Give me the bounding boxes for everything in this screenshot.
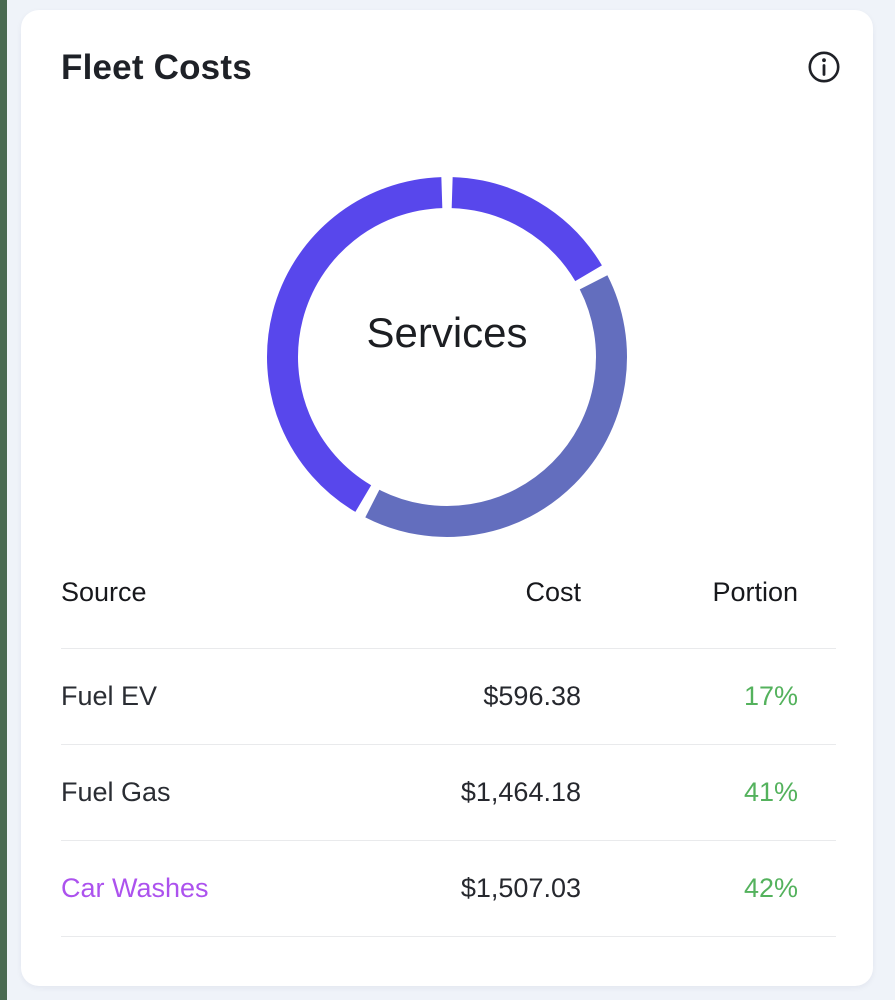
column-header-portion: Portion <box>712 577 798 607</box>
table-body: Fuel EV $596.38 17% Fuel Gas $1,464.18 41% Car… <box>61 649 836 937</box>
left-edge-strip <box>0 0 7 1000</box>
cell-cost: $1,464.18 <box>460 777 581 807</box>
circled-i-icon <box>808 51 840 83</box>
column-header-source: Source <box>61 577 147 607</box>
donut-center-label: Services <box>366 309 527 356</box>
cell-source: Fuel Gas <box>61 777 171 807</box>
cell-portion: 17% <box>743 681 798 711</box>
table-row[interactable]: Car Washes $1,507.03 42% <box>61 841 836 937</box>
cell-cost: $596.38 <box>483 681 581 711</box>
table-row[interactable]: Fuel EV $596.38 17% <box>61 649 836 745</box>
donut-segment-car-washes[interactable] <box>267 177 443 512</box>
costs-table: Source Cost Portion Fuel EV $596.38 17% Fue… <box>61 577 836 937</box>
donut-segment-fuel-gas[interactable] <box>365 275 627 537</box>
cell-cost: $1,507.03 <box>460 873 581 903</box>
cell-source: Car Washes <box>61 873 209 903</box>
cell-portion: 41% <box>743 777 798 807</box>
donut-segment-fuel-ev[interactable] <box>451 177 602 282</box>
fleet-costs-card: Fleet Costs Services Source Cost Portion… <box>21 10 873 986</box>
donut-chart: Services <box>21 167 873 547</box>
table-row[interactable]: Fuel Gas $1,464.18 41% <box>61 745 836 841</box>
card-title: Fleet Costs <box>61 48 252 87</box>
table-header-row: Source Cost Portion <box>61 577 836 649</box>
cell-portion: 42% <box>743 873 798 903</box>
column-header-cost: Cost <box>525 577 581 607</box>
info-icon[interactable] <box>805 48 843 86</box>
card-header: Fleet Costs <box>21 10 873 90</box>
cell-source: Fuel EV <box>61 681 158 711</box>
